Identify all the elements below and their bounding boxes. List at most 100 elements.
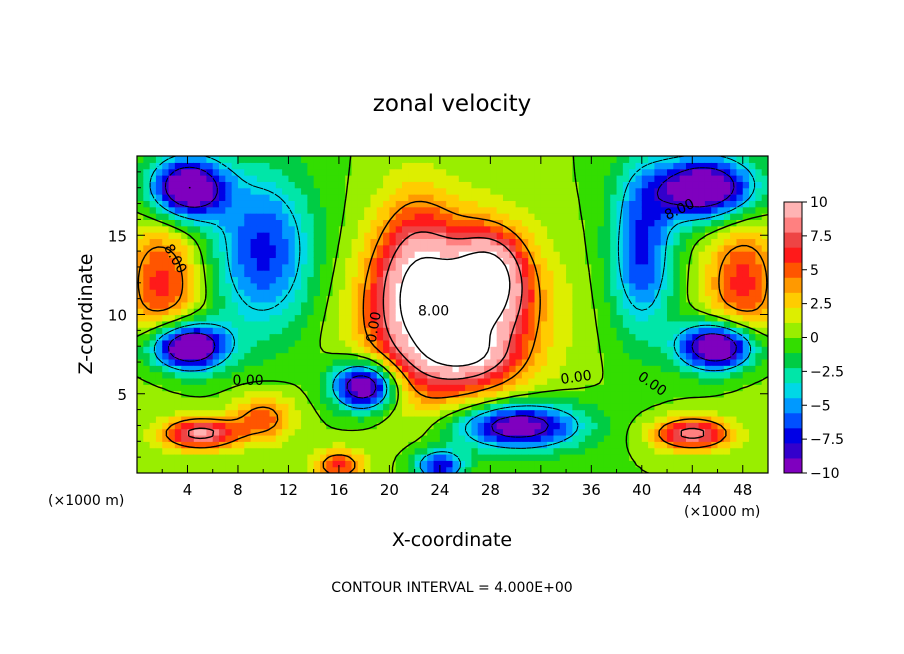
field-cell <box>162 232 170 240</box>
field-cell <box>282 365 290 373</box>
field-cell <box>736 168 744 176</box>
field-cell <box>168 403 176 411</box>
field-cell <box>591 276 599 284</box>
field-cell <box>465 206 473 214</box>
field-cell <box>452 276 460 284</box>
field-cell <box>288 257 296 265</box>
field-cell <box>578 339 586 347</box>
field-cell <box>433 232 441 240</box>
field-cell <box>673 244 681 252</box>
field-cell <box>673 358 681 366</box>
field-cell <box>502 162 510 170</box>
field-cell <box>275 295 283 303</box>
field-cell <box>761 352 768 360</box>
field-cell <box>155 396 163 404</box>
field-cell <box>143 282 151 290</box>
field-cell <box>250 384 258 392</box>
field-cell <box>200 384 208 392</box>
field-cell <box>673 238 681 246</box>
field-cell <box>420 181 428 189</box>
field-cell <box>559 225 567 233</box>
field-cell <box>509 466 517 473</box>
field-cell <box>275 308 283 316</box>
field-cell <box>269 238 277 246</box>
field-cell <box>559 187 567 195</box>
field-cell <box>667 365 674 373</box>
field-cell <box>515 181 523 189</box>
field-cell <box>540 301 548 309</box>
field-cell <box>692 390 700 398</box>
field-cell <box>641 156 649 163</box>
field-cell <box>206 168 214 176</box>
field-cell <box>578 415 586 423</box>
field-cell <box>610 377 618 385</box>
field-cell <box>685 466 693 473</box>
field-cell <box>471 434 479 442</box>
field-cell <box>420 333 428 341</box>
field-cell <box>420 409 428 417</box>
field-cell <box>433 181 441 189</box>
field-cell <box>490 390 498 398</box>
field-cell <box>155 371 163 379</box>
field-cell <box>654 453 662 461</box>
field-cell <box>458 460 466 468</box>
field-cell <box>730 434 738 442</box>
field-cell <box>200 156 208 163</box>
field-cell <box>452 162 460 170</box>
field-cell <box>477 371 485 379</box>
field-cell <box>528 181 536 189</box>
field-cell <box>698 384 706 392</box>
field-cell <box>332 460 340 468</box>
field-cell <box>149 200 157 208</box>
field-cell <box>402 390 409 398</box>
field-cell <box>294 282 302 290</box>
field-cell <box>742 346 750 354</box>
field-cell <box>307 327 315 335</box>
field-cell <box>471 447 479 455</box>
field-cell <box>395 225 403 233</box>
field-cell <box>723 175 731 182</box>
field-cell <box>502 415 510 423</box>
field-cell <box>471 194 479 201</box>
field-cell <box>294 244 302 252</box>
field-cell <box>414 390 422 398</box>
field-cell <box>603 301 611 309</box>
field-cell <box>212 244 220 252</box>
field-cell <box>585 384 592 392</box>
field-cell <box>250 434 258 442</box>
field-cell <box>383 333 390 341</box>
field-cell <box>572 371 580 379</box>
field-cell <box>420 441 428 449</box>
field-cell <box>635 352 643 360</box>
field-cell <box>395 238 403 246</box>
field-cell <box>572 314 580 322</box>
field-cell <box>502 295 510 303</box>
field-cell <box>679 460 687 468</box>
field-cell <box>654 466 662 473</box>
field-cell <box>736 314 744 322</box>
field-cell <box>648 282 656 290</box>
field-cell <box>578 181 586 189</box>
field-cell <box>622 162 630 170</box>
field-cell <box>515 238 523 246</box>
field-cell <box>338 257 346 265</box>
field-cell <box>648 219 656 227</box>
field-cell <box>263 295 271 303</box>
field-cell <box>174 219 182 227</box>
field-cell <box>219 194 226 201</box>
field-cell <box>490 409 498 417</box>
field-cell <box>427 289 435 297</box>
field-cell <box>673 181 681 189</box>
field-cell <box>376 194 384 201</box>
field-cell <box>490 194 498 201</box>
field-cell <box>420 390 428 398</box>
field-cell <box>736 295 744 303</box>
field-cell <box>219 187 226 195</box>
field-cell <box>414 333 422 341</box>
field-cell <box>162 371 170 379</box>
field-cell <box>206 409 214 417</box>
field-cell <box>698 390 706 398</box>
field-cell <box>155 339 163 347</box>
field-cell <box>332 346 340 354</box>
field-cell <box>603 238 611 246</box>
